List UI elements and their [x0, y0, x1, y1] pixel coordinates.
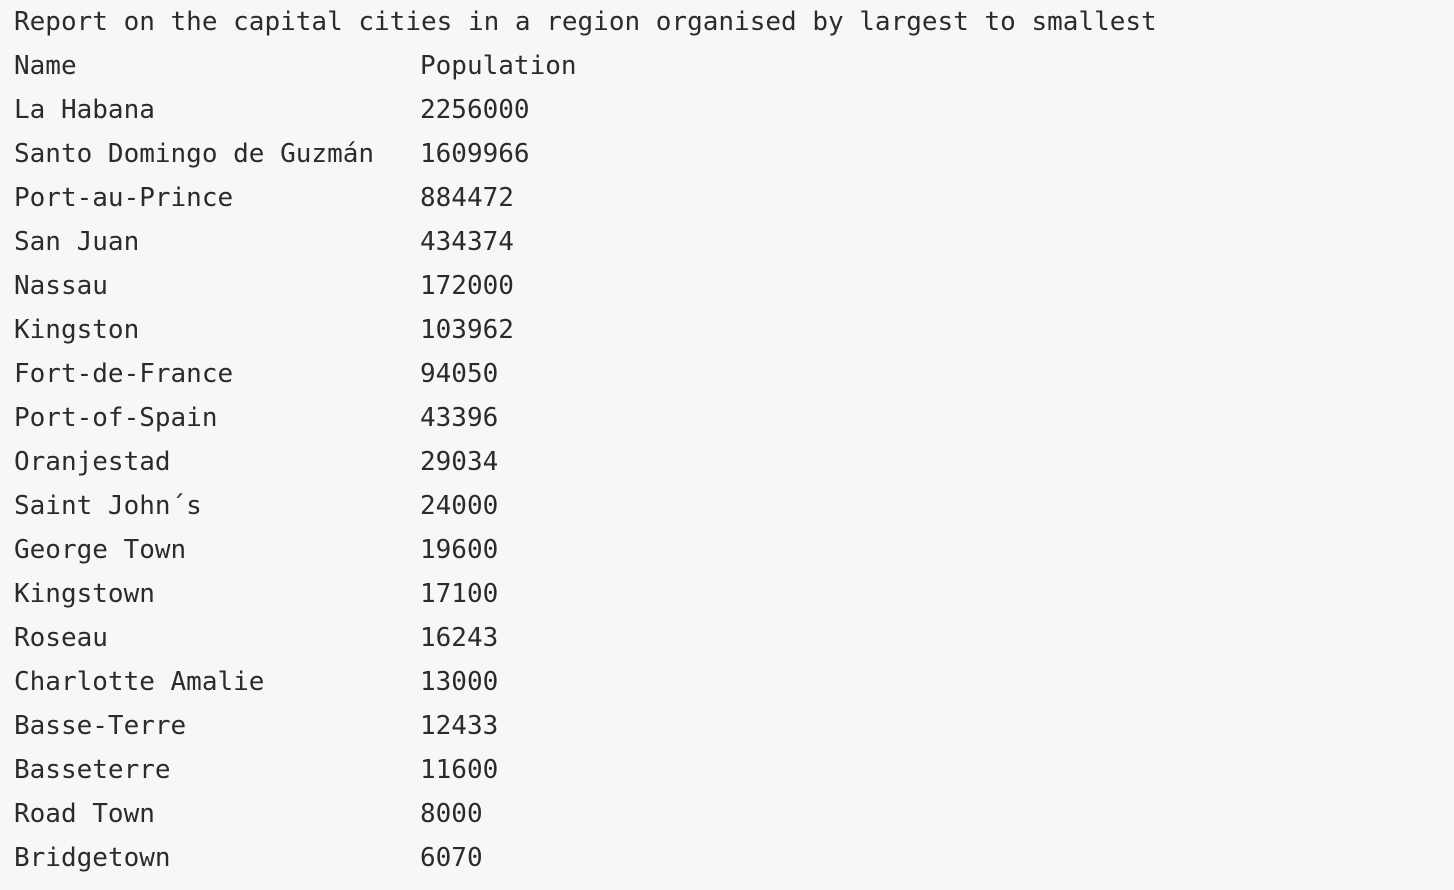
- city-name: Road Town: [14, 799, 155, 829]
- city-population: 103962: [420, 315, 514, 345]
- table-row: Kingstown 17100: [14, 572, 1434, 616]
- city-name: Port-au-Prince: [14, 183, 234, 213]
- city-name: Kingston: [14, 315, 140, 345]
- city-name: Oranjestad: [14, 447, 171, 477]
- report-title-text: Report on the capital cities in a region…: [14, 7, 1157, 37]
- city-population: 19600: [420, 535, 499, 565]
- city-name: Basseterre: [14, 755, 171, 785]
- city-population: 6070: [420, 843, 483, 873]
- table-row: Roseau 16243: [14, 616, 1434, 660]
- table-row: Port-au-Prince 884472: [14, 176, 1434, 220]
- city-population: 11600: [420, 755, 499, 785]
- header-population: Population: [420, 51, 577, 81]
- city-population: 172000: [420, 271, 514, 301]
- table-row: Fort-de-France 94050: [14, 352, 1434, 396]
- city-population: 434374: [420, 227, 514, 257]
- table-row: Nassau 172000: [14, 264, 1434, 308]
- city-name: Santo Domingo de Guzmán: [14, 139, 375, 169]
- table-row: Charlotte Amalie 13000: [14, 660, 1434, 704]
- table-row: Basseterre 11600: [14, 748, 1434, 792]
- table-row: San Juan 434374: [14, 220, 1434, 264]
- city-population: 43396: [420, 403, 499, 433]
- table-row: Road Town 8000: [14, 792, 1434, 836]
- city-population: 2256000: [420, 95, 530, 125]
- table-row: Bridgetown 6070: [14, 836, 1434, 880]
- table-row: La Habana 2256000: [14, 88, 1434, 132]
- city-name: La Habana: [14, 95, 155, 125]
- city-name: Basse-Terre: [14, 711, 187, 741]
- city-population: 8000: [420, 799, 483, 829]
- city-population: 16243: [420, 623, 499, 653]
- city-population: 24000: [420, 491, 499, 521]
- city-name: Nassau: [14, 271, 108, 301]
- city-population: 29034: [420, 447, 499, 477]
- table-row: Saint John´s 24000: [14, 484, 1434, 528]
- city-population: 12433: [420, 711, 499, 741]
- city-population: 13000: [420, 667, 499, 697]
- table-row: Port-of-Spain 43396: [14, 396, 1434, 440]
- city-name: Roseau: [14, 623, 108, 653]
- table-body: La Habana 2256000 Santo Domingo de Guzmán 1…: [14, 88, 1434, 880]
- table-row: Kingston 103962: [14, 308, 1434, 352]
- city-name: Charlotte Amalie: [14, 667, 265, 697]
- console-output: Report on the capital cities in a region…: [14, 0, 1434, 880]
- city-name: Bridgetown: [14, 843, 171, 873]
- city-population: 884472: [420, 183, 514, 213]
- table-row: Oranjestad 29034: [14, 440, 1434, 484]
- city-name: George Town: [14, 535, 187, 565]
- city-population: 1609966: [420, 139, 530, 169]
- city-population: 94050: [420, 359, 499, 389]
- header-name: Name: [14, 51, 77, 81]
- city-name: Kingstown: [14, 579, 155, 609]
- city-name: Port-of-Spain: [14, 403, 218, 433]
- city-name: San Juan: [14, 227, 140, 257]
- city-name: Saint John´s: [14, 491, 202, 521]
- table-header: Name Population: [14, 44, 1434, 88]
- table-row: Santo Domingo de Guzmán 1609966: [14, 132, 1434, 176]
- city-name: Fort-de-France: [14, 359, 234, 389]
- table-row: George Town 19600: [14, 528, 1434, 572]
- report-title: Report on the capital cities in a region…: [14, 0, 1434, 44]
- table-row: Basse-Terre 12433: [14, 704, 1434, 748]
- city-population: 17100: [420, 579, 499, 609]
